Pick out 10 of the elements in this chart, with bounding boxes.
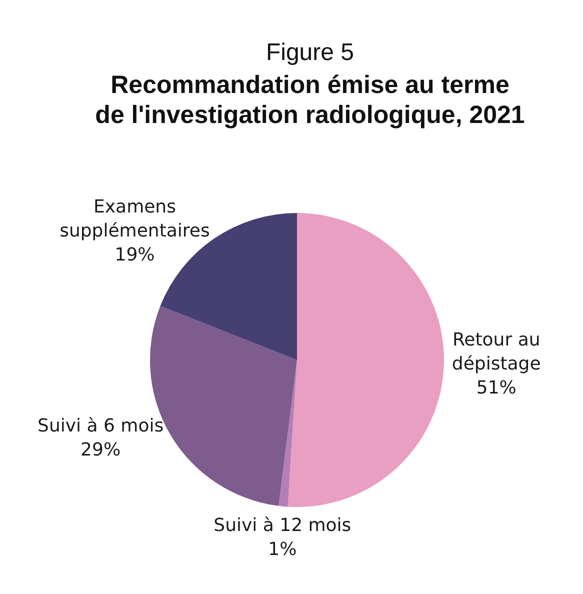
data-label: 19%: [114, 244, 155, 266]
slice-label: Suivi à 12 mois: [214, 514, 352, 536]
slice-label: Suivi à 6 mois: [38, 416, 164, 437]
slice-label: Examens supplémentaires: [60, 196, 210, 242]
data-label: 29%: [80, 440, 121, 461]
data-label: 1%: [268, 538, 297, 560]
slice-label: Retour au dépistage: [452, 330, 541, 375]
chart-title: Recommandation émise au terme de l'investigation radiologique, 2021: [94, 70, 526, 130]
data-label: 51%: [476, 378, 516, 399]
caption: Figure 5: [264, 38, 356, 68]
